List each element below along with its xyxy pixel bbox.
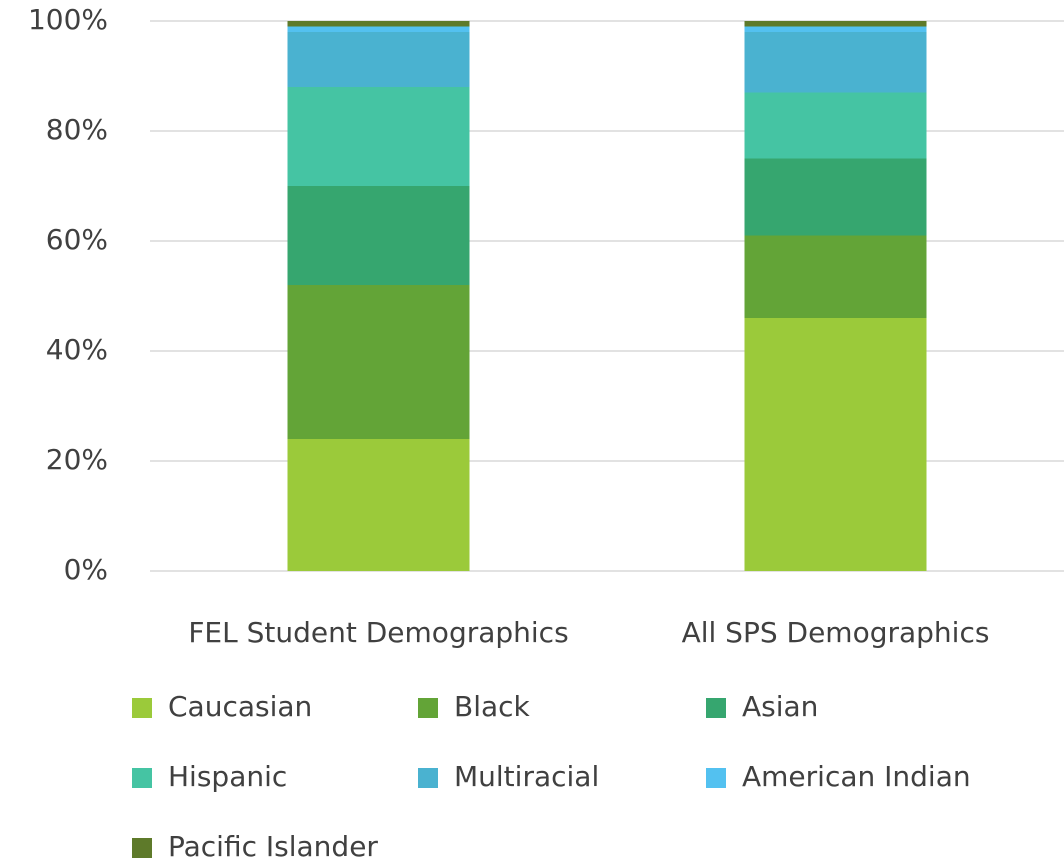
legend-label: Caucasian	[168, 690, 312, 723]
bar-segment	[744, 318, 927, 571]
legend-swatch	[418, 698, 438, 718]
x-tick-label: FEL Student Demographics	[188, 616, 568, 649]
legend-swatch	[132, 698, 152, 718]
bar-segment	[287, 186, 470, 285]
bar-segment	[287, 285, 470, 439]
bar-segment	[744, 158, 927, 236]
bar-segment	[287, 32, 470, 87]
legend-label: Pacific Islander	[168, 830, 378, 862]
y-tick-label: 0%	[64, 553, 108, 586]
legend-label: Asian	[742, 690, 818, 723]
bar-segment	[744, 92, 927, 159]
legend-label: Hispanic	[168, 760, 287, 793]
legend-swatch	[706, 768, 726, 788]
y-tick-label: 60%	[46, 223, 108, 256]
bar-segment	[744, 26, 927, 32]
y-tick-label: 40%	[46, 333, 108, 366]
legend-label: Black	[454, 690, 531, 723]
bar-segment	[287, 26, 470, 32]
legend-swatch	[418, 768, 438, 788]
y-tick-label: 100%	[28, 3, 108, 36]
y-tick-label: 20%	[46, 443, 108, 476]
bar-segment	[287, 439, 470, 571]
bar-segment	[744, 235, 927, 318]
y-tick-label: 80%	[46, 113, 108, 146]
bar-segment	[287, 87, 470, 186]
legend-label: Multiracial	[454, 760, 599, 793]
x-tick-label: All SPS Demographics	[682, 616, 990, 649]
legend-swatch	[706, 698, 726, 718]
bar-segment	[744, 32, 927, 93]
legend-label: American Indian	[742, 760, 971, 793]
legend-swatch	[132, 768, 152, 788]
legend-swatch	[132, 838, 152, 858]
bar-segment	[287, 21, 470, 27]
bar-segment	[744, 21, 927, 27]
